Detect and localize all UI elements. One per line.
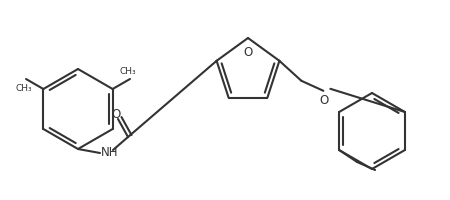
Text: O: O [320, 93, 329, 106]
Text: CH₃: CH₃ [120, 67, 136, 76]
Text: CH₃: CH₃ [16, 84, 32, 93]
Text: O: O [243, 46, 252, 59]
Text: NH: NH [101, 146, 118, 159]
Text: O: O [112, 108, 121, 121]
